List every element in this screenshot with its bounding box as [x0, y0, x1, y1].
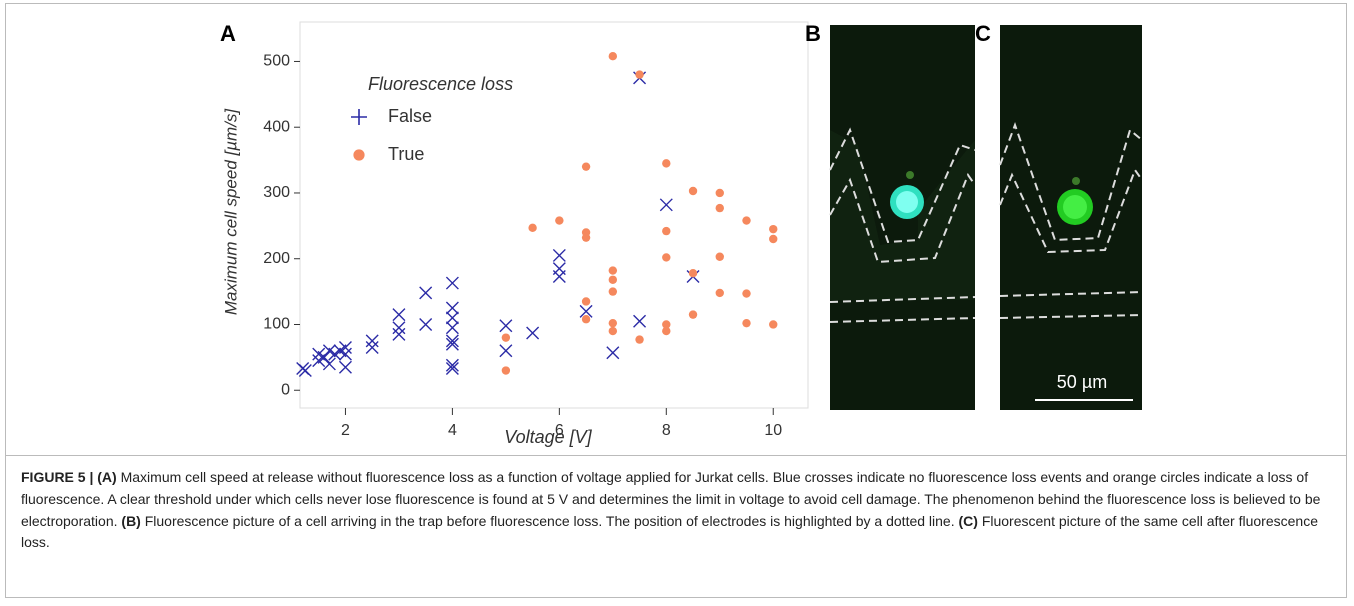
- point: [742, 216, 750, 224]
- micrograph-c: [1000, 25, 1142, 410]
- caption: FIGURE 5 | (A) Maximum cell speed at rel…: [21, 467, 1336, 554]
- caption-text: (B): [121, 513, 140, 529]
- x-axis-label: Voltage [V]: [504, 427, 592, 447]
- y-tick-label: 200: [263, 250, 290, 267]
- divider: [5, 455, 1347, 456]
- point: [742, 289, 750, 297]
- point: [609, 319, 617, 327]
- point: [662, 327, 670, 335]
- legend-marker: [353, 149, 364, 160]
- point: [689, 187, 697, 195]
- caption-text: (C): [959, 513, 978, 529]
- legend-label: True: [388, 144, 424, 164]
- point: [582, 162, 590, 170]
- point: [635, 70, 643, 78]
- point: [716, 204, 724, 212]
- point: [528, 224, 536, 232]
- page: A Voltage [V] Maximum cell speed [µm/s] …: [0, 0, 1354, 606]
- point: [716, 289, 724, 297]
- legend-title: Fluorescence loss: [368, 74, 513, 94]
- point: [662, 253, 670, 261]
- micrograph-b: [830, 25, 975, 410]
- caption-text: FIGURE 5 | (A): [21, 469, 117, 485]
- point: [769, 225, 777, 233]
- y-tick-label: 300: [263, 184, 290, 201]
- point: [716, 189, 724, 197]
- point: [609, 327, 617, 335]
- point: [609, 52, 617, 60]
- x-tick-label: 6: [555, 422, 564, 439]
- y-tick-label: 500: [263, 53, 290, 70]
- point: [769, 320, 777, 328]
- point: [582, 297, 590, 305]
- panel-label: B: [805, 21, 821, 46]
- panel-label: C: [975, 21, 991, 46]
- y-tick-label: 100: [263, 316, 290, 333]
- point: [502, 333, 510, 341]
- point: [662, 227, 670, 235]
- panel-label: A: [220, 21, 236, 46]
- point: [742, 319, 750, 327]
- point: [662, 159, 670, 167]
- caption-text: Fluorescence picture of a cell arriving …: [141, 513, 959, 529]
- y-axis-label: Maximum cell speed [µm/s]: [221, 108, 240, 316]
- point: [635, 335, 643, 343]
- point: [609, 266, 617, 274]
- point: [769, 235, 777, 243]
- point: [716, 253, 724, 261]
- x-tick-label: 10: [764, 422, 782, 439]
- legend-label: False: [388, 106, 432, 126]
- point: [609, 287, 617, 295]
- point: [555, 216, 563, 224]
- point: [582, 315, 590, 323]
- point: [689, 310, 697, 318]
- point: [609, 276, 617, 284]
- x-tick-label: 4: [448, 422, 457, 439]
- figure: A Voltage [V] Maximum cell speed [µm/s] …: [0, 0, 1354, 455]
- point: [689, 269, 697, 277]
- x-tick-label: 8: [662, 422, 671, 439]
- point: [582, 233, 590, 241]
- scale-bar-label: 50 µm: [1057, 372, 1107, 392]
- point: [502, 366, 510, 374]
- y-tick-label: 400: [263, 118, 290, 135]
- x-tick-label: 2: [341, 422, 350, 439]
- y-tick-label: 0: [281, 381, 290, 398]
